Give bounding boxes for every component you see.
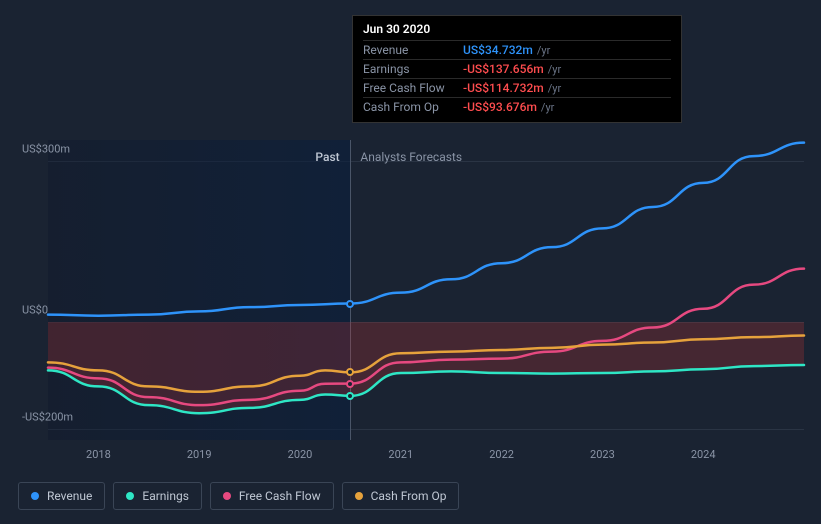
legend-item-fcf[interactable]: Free Cash Flow [210, 482, 334, 510]
legend-item-revenue[interactable]: Revenue [18, 482, 105, 510]
legend-label: Free Cash Flow [239, 489, 321, 503]
x-axis-label: 2021 [388, 448, 413, 461]
y-axis-label: US$0 [22, 304, 48, 317]
tooltip-date: Jun 30 2020 [363, 22, 671, 40]
tooltip-row: Earnings-US$137.656m/yr [363, 59, 671, 78]
plot-area[interactable]: PastAnalysts Forecasts [48, 140, 804, 440]
legend: Revenue Earnings Free Cash Flow Cash From O… [18, 482, 459, 510]
tooltip-row-unit: /yr [541, 101, 554, 114]
legend-label: Earnings [142, 489, 189, 503]
legend-label: Cash From Op [371, 489, 447, 503]
legend-swatch [31, 492, 39, 500]
legend-item-earnings[interactable]: Earnings [113, 482, 202, 510]
x-axis-label: 2019 [187, 448, 212, 461]
tooltip-row-value: -US$114.732m [463, 81, 544, 95]
legend-item-cfo[interactable]: Cash From Op [342, 482, 460, 510]
tooltip-row-unit: /yr [537, 44, 550, 57]
legend-swatch [223, 492, 231, 500]
y-axis-label: US$300m [22, 143, 70, 156]
tooltip-row-value: -US$93.676m [463, 100, 537, 114]
x-axis-label: 2023 [590, 448, 615, 461]
tooltip-row-unit: /yr [548, 82, 561, 95]
legend-swatch [355, 492, 363, 500]
x-axis-label: 2020 [288, 448, 313, 461]
tooltip-row-label: Cash From Op [363, 100, 463, 114]
tooltip-row: RevenueUS$34.732m/yr [363, 40, 671, 59]
tooltip-row-label: Earnings [363, 62, 463, 76]
x-axis-label: 2018 [86, 448, 111, 461]
tooltip-row-unit: /yr [548, 63, 561, 76]
negative-area-fill [48, 322, 804, 413]
data-tooltip: Jun 30 2020 RevenueUS$34.732m/yrEarnings… [352, 15, 682, 123]
tooltip-row-value: -US$137.656m [463, 62, 544, 76]
legend-swatch [126, 492, 134, 500]
marker-fcf [346, 380, 354, 388]
chart-svg [48, 140, 804, 440]
marker-revenue [346, 300, 354, 308]
financials-chart: PastAnalysts Forecasts [18, 140, 804, 440]
marker-earnings [346, 392, 354, 400]
tooltip-row: Free Cash Flow-US$114.732m/yr [363, 78, 671, 97]
tooltip-row-label: Revenue [363, 43, 463, 57]
tooltip-row-label: Free Cash Flow [363, 81, 463, 95]
legend-label: Revenue [47, 489, 92, 503]
x-axis-label: 2022 [489, 448, 514, 461]
tooltip-row: Cash From Op-US$93.676m/yr [363, 97, 671, 116]
series-line-revenue [48, 143, 804, 316]
y-axis-label: -US$200m [22, 411, 73, 424]
marker-cfo [346, 368, 354, 376]
tooltip-row-value: US$34.732m [463, 43, 533, 57]
x-axis-label: 2024 [691, 448, 716, 461]
